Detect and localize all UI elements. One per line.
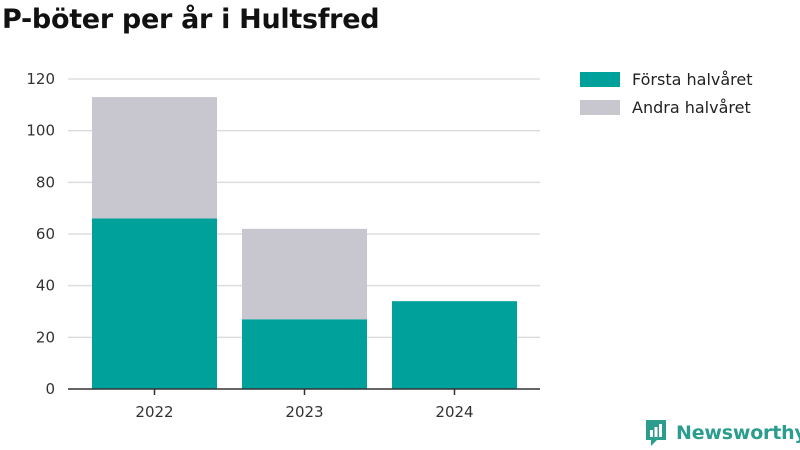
- y-axis: 0 20 40 60 80 100 120: [26, 70, 55, 398]
- x-tick-label: 2022: [135, 403, 173, 421]
- bar-2023-series-1: [242, 319, 367, 389]
- x-axis: 2022 2023 2024: [68, 388, 540, 421]
- bar-2022-series-1: [92, 218, 217, 389]
- newsworthy-logo-icon: [646, 420, 666, 446]
- legend-label: Andra halvåret: [632, 98, 751, 117]
- legend-swatch: [580, 100, 620, 115]
- legend-swatch: [580, 72, 620, 87]
- bar-2024-series-1: [392, 301, 517, 389]
- y-tick-label: 80: [36, 173, 55, 191]
- y-tick-label: 100: [26, 122, 55, 140]
- x-tick-label: 2024: [435, 403, 473, 421]
- legend: Första halvåret Andra halvåret: [580, 70, 753, 117]
- y-tick-label: 120: [26, 70, 55, 88]
- x-tick-label: 2023: [285, 403, 323, 421]
- y-tick-label: 40: [36, 277, 55, 295]
- bar-2022-series-2: [92, 97, 217, 219]
- brand-logo: Newsworthy: [644, 418, 800, 448]
- y-tick-label: 0: [45, 380, 55, 398]
- legend-label: Första halvåret: [632, 70, 753, 89]
- bar-2023-series-2: [242, 228, 367, 320]
- chart-title: P-böter per år i Hultsfred: [2, 4, 380, 35]
- y-tick-label: 60: [36, 225, 55, 243]
- brand-name: Newsworthy: [676, 422, 800, 444]
- y-tick-label: 20: [36, 328, 55, 346]
- bars: [92, 97, 517, 389]
